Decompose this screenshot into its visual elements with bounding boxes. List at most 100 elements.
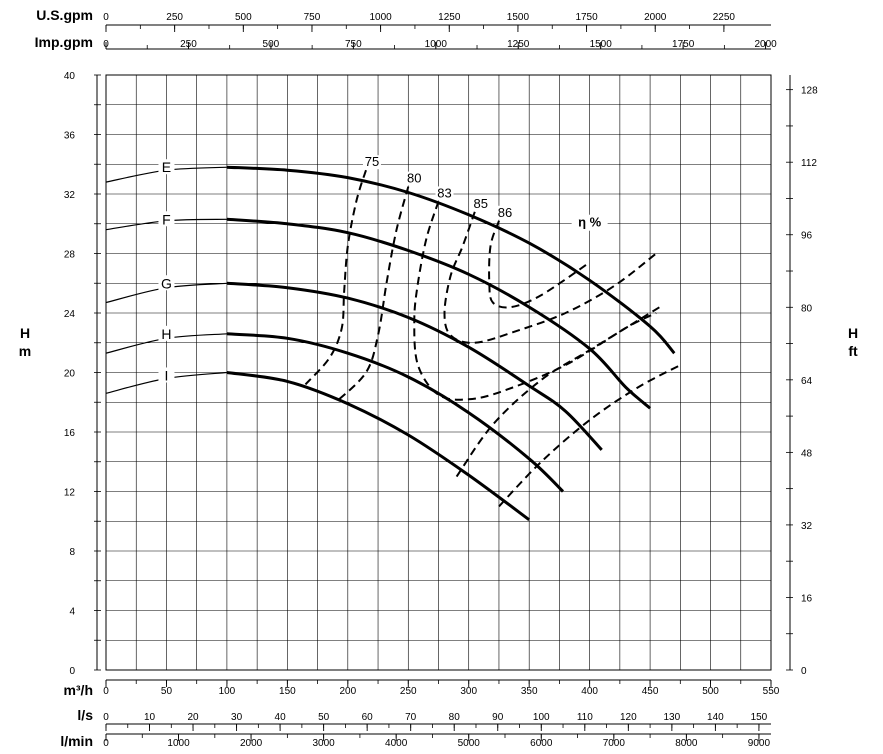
head-curve-H: [226, 332, 565, 493]
curve-label-E: E: [162, 159, 171, 175]
x-top-usgpm-tick-label: 250: [166, 12, 183, 23]
y-right-tick-label: 16: [801, 593, 813, 604]
y-left-tick-label: 32: [64, 190, 76, 201]
efficiency-label-bg: [405, 171, 424, 186]
x-axes-top: 0 250 500 750 1000 1250 1500 1750 2000 2250 U.S.gp…: [35, 7, 777, 50]
x-top-impgpm-title: Imp.gpm: [35, 34, 93, 50]
y-right-title-h: H: [848, 325, 858, 341]
x-bottom-m3h-tick-label: 550: [763, 686, 780, 697]
curve-label-bg: [158, 325, 175, 341]
x-bottom-lmin-title: l/min: [60, 733, 93, 749]
x-bottom-m3h-tick-label: 150: [279, 686, 296, 697]
x-bottom-m3h-tick-label: 350: [521, 686, 538, 697]
y-right-tick-label: 32: [801, 521, 813, 532]
x-bottom-m3h-tick-label: 400: [581, 686, 598, 697]
efficiency-label-bg: [362, 155, 381, 170]
x-bottom-lmin-tick-label: 2000: [240, 738, 263, 749]
x-bottom-m3h-tick-label: 450: [642, 686, 659, 697]
efficiency-label-80: 80: [407, 171, 421, 186]
curve-label-bg: [158, 159, 175, 175]
y-left-tick-label: 16: [64, 428, 76, 439]
efficiency-curve-unlabeled: [498, 364, 681, 508]
head-curves: E F G H I: [105, 159, 676, 522]
efficiency-label-83: 83: [437, 185, 451, 200]
x-top-impgpm-tick-label: 1250: [507, 39, 530, 50]
x-bottom-lmin-tick-label: 5000: [458, 738, 481, 749]
efficiency-label-85: 85: [474, 196, 488, 211]
x-bottom-lmin-tick-label: 7000: [603, 738, 626, 749]
y-right-tick-label: 0: [801, 666, 807, 677]
x-top-usgpm-tick-label: 2250: [713, 12, 736, 23]
curve-label-H: H: [161, 326, 171, 342]
y-right-title-unit: ft: [848, 343, 858, 359]
plot-frame: [105, 74, 772, 671]
x-bottom-lmin-tick-label: 4000: [385, 738, 408, 749]
y-right-tick-label: 80: [801, 303, 813, 314]
x-bottom-ls-tick-label: 110: [577, 712, 593, 723]
head-curve-F: [226, 217, 652, 410]
x-bottom-lmin-tick-label: 3000: [313, 738, 336, 749]
efficiency-label-bg: [471, 196, 490, 211]
x-top-impgpm-tick-label: 0: [103, 39, 109, 50]
efficiency-label-bg: [435, 186, 454, 201]
efficiency-title-bg: [571, 214, 608, 231]
x-bottom-ls-tick-label: 140: [707, 712, 724, 723]
y-left-tick-label: 4: [69, 607, 75, 618]
y-left-tick-label: 20: [64, 369, 76, 380]
x-bottom-ls-tick-label: 0: [103, 712, 109, 723]
x-bottom-ls-tick-label: 10: [144, 712, 156, 723]
x-top-usgpm-tick-label: 2000: [644, 12, 667, 23]
x-bottom-m3h-tick-label: 300: [460, 686, 477, 697]
y-left-tick-label: 24: [64, 309, 76, 320]
x-top-impgpm-tick-label: 250: [180, 39, 197, 50]
curve-label-bg: [158, 367, 175, 383]
y-axis-left: 0 4 8 12 16 20 24 28 32 36 40 Hm: [19, 71, 101, 677]
x-top-usgpm-tick-label: 750: [304, 12, 321, 23]
efficiency-title: η %: [578, 215, 602, 230]
efficiency-label-86: 86: [498, 205, 512, 220]
x-bottom-lmin-tick-label: 8000: [675, 738, 698, 749]
curve-label-bg: [158, 275, 175, 291]
head-curve-E: [226, 165, 676, 355]
y-left-title-unit: m: [19, 343, 31, 359]
x-bottom-ls-tick-label: 40: [275, 712, 287, 723]
y-right-tick-label: 128: [801, 86, 818, 97]
x-top-impgpm-tick-label: 1500: [590, 39, 613, 50]
head-curve-I: [226, 371, 531, 522]
x-top-usgpm-tick-label: 1750: [575, 12, 598, 23]
x-bottom-lmin-tick-label: 6000: [530, 738, 553, 749]
efficiency-curve-86: [488, 220, 591, 309]
x-top-impgpm-tick-label: 500: [263, 39, 280, 50]
x-bottom-ls-tick-label: 90: [492, 712, 504, 723]
plot-border: [105, 74, 772, 671]
x-top-usgpm-tick-label: 1250: [438, 12, 461, 23]
curve-label-F: F: [162, 211, 171, 227]
curve-label-bg: [158, 211, 175, 227]
plot-grid: [105, 74, 772, 671]
y-right-tick-label: 112: [801, 158, 817, 169]
x-bottom-lmin-tick-label: 0: [103, 738, 109, 749]
x-bottom-lmin-tick-label: 9000: [748, 738, 771, 749]
x-bottom-m3h-tick-label: 250: [400, 686, 417, 697]
x-bottom-ls-tick-label: 80: [449, 712, 461, 723]
x-top-usgpm-tick-label: 1000: [369, 12, 392, 23]
x-bottom-ls-tick-label: 20: [187, 712, 199, 723]
y-left-tick-label: 12: [64, 488, 76, 499]
efficiency-curve-80: [335, 186, 410, 404]
x-bottom-ls-tick-label: 130: [664, 712, 681, 723]
x-bottom-lmin-tick-label: 1000: [167, 738, 190, 749]
efficiency-curve-85: [443, 211, 657, 344]
head-curve-G: [226, 281, 603, 451]
curve-label-I: I: [165, 367, 169, 383]
x-bottom-ls-tick-label: 150: [751, 712, 768, 723]
x-bottom-m3h-tick-label: 500: [702, 686, 719, 697]
y-right-tick-label: 96: [801, 231, 813, 242]
efficiency-label-75: 75: [365, 154, 379, 169]
x-bottom-ls-tick-label: 70: [405, 712, 417, 723]
x-bottom-ls-tick-label: 50: [318, 712, 330, 723]
y-left-title-h: H: [20, 325, 30, 341]
y-left-tick-label: 36: [64, 131, 76, 142]
x-bottom-m3h-tick-label: 200: [339, 686, 356, 697]
